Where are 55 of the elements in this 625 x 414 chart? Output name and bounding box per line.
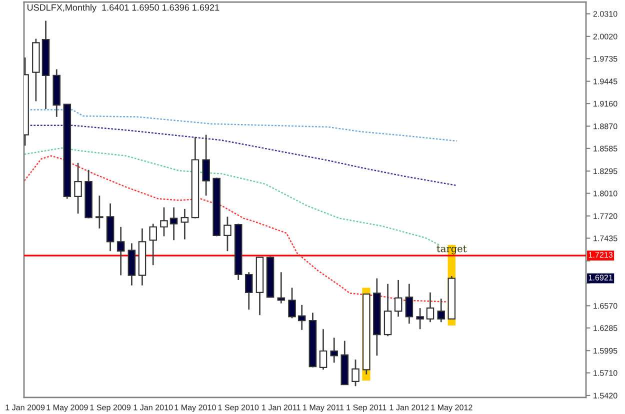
y-tick-label: 1.5995: [594, 348, 618, 354]
y-tick-label: 1.7435: [594, 235, 618, 242]
x-tick-label: 1 Jan 2012: [390, 404, 429, 410]
candlestick: [170, 206, 178, 241]
y-tick-label: 1.6570: [594, 303, 618, 309]
candlestick: [437, 298, 446, 323]
candlestick: [298, 304, 306, 331]
y-tick-label: 1.9445: [594, 78, 618, 84]
annotation: 1.6921: [588, 274, 612, 280]
candlestick: [202, 134, 210, 196]
y-tick-label: 2.0020: [593, 34, 618, 40]
candlestick: [330, 337, 338, 364]
y-tick-label: 1.8010: [594, 190, 618, 196]
line-series: [30, 109, 458, 142]
y-tick-label: 1.7720: [594, 213, 618, 219]
x-tick-label: 1 Jan 2009: [6, 404, 45, 410]
y-tick-label: 1.5420: [594, 392, 618, 398]
x-tick-label: 1 Sep 2009: [90, 404, 131, 412]
candlestick: [416, 307, 424, 330]
candlestick: [288, 287, 296, 319]
candlestick: [116, 226, 125, 276]
y-tick-label: 1.6285: [594, 325, 618, 331]
y-tick-label: 1.9735: [594, 56, 618, 62]
candlestick: [224, 216, 232, 252]
candlestick: [160, 206, 168, 237]
candlestick: [319, 328, 328, 370]
y-tick-label: 1.8295: [594, 168, 618, 174]
x-tick-label: 1 May 2012: [431, 404, 472, 412]
y-tick-label: 1.8870: [594, 123, 618, 130]
candlestick: [149, 223, 157, 266]
y-tick-label: 2.0310: [593, 11, 618, 17]
y-tick-label: 1.8585: [594, 146, 618, 152]
candlestick: [394, 279, 402, 318]
chart-title: USDLFX,Monthly 1.6401 1.6950 1.6396 1.6921: [28, 4, 220, 12]
candlestick: [384, 283, 392, 337]
line-series: [24, 147, 440, 246]
x-tick-label: 1 Jan 2010: [134, 404, 173, 410]
candlestick: [74, 162, 82, 214]
candlestick: [405, 283, 414, 324]
y-tick-label: 1.9160: [594, 100, 618, 107]
candlestick: [352, 358, 360, 387]
candlestick: [244, 271, 253, 310]
candlestick: [277, 271, 286, 304]
x-tick-label: 1 Jan 2011: [262, 404, 300, 410]
x-tick-label: 1 Sep 2010: [218, 404, 259, 412]
candlestick: [180, 208, 189, 240]
line-series: [30, 124, 458, 186]
candlestick: [426, 292, 434, 323]
x-tick-label: 1 May 2009: [46, 404, 88, 412]
x-tick-label: 1 May 2010: [174, 404, 216, 412]
y-tick-label: 1.5710: [594, 370, 618, 376]
candlestick: [96, 194, 104, 230]
x-tick-label: 1 Sep 2011: [346, 404, 386, 412]
x-tick-label: 1 May 2011: [303, 404, 344, 412]
ref-line-label: 1.7213: [588, 252, 613, 258]
